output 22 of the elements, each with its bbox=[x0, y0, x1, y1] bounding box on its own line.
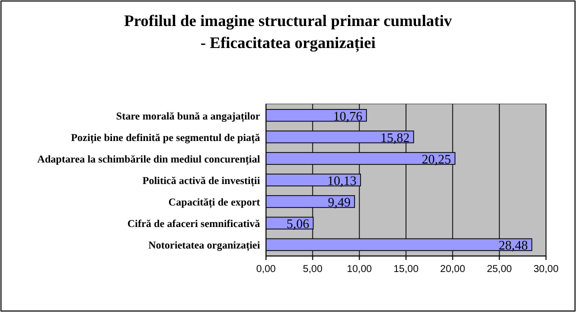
x-tick-label: 0,00 bbox=[256, 264, 276, 275]
data-label: 10,76 bbox=[333, 108, 363, 124]
y-tick-label: Notorietatea organizației bbox=[148, 240, 260, 252]
data-label: 5,06 bbox=[286, 216, 310, 232]
data-label: 28,48 bbox=[498, 238, 528, 253]
data-label: 15,82 bbox=[380, 130, 410, 145]
chart-title: Profilul de imagine structural primar cumulativ - Eficacitatea organizației bbox=[124, 13, 452, 53]
y-tick-label: Poziție bine definită pe segmentul de piață bbox=[71, 132, 261, 144]
data-label: 20,25 bbox=[422, 151, 451, 166]
x-tick-label: 20,00 bbox=[440, 264, 466, 275]
y-tick-label: Cifră de afaceri semnificativă bbox=[127, 219, 261, 230]
x-tick-label: 10,00 bbox=[346, 264, 372, 275]
data-label: 10,13 bbox=[327, 173, 357, 188]
x-tick-label: 15,00 bbox=[393, 264, 419, 275]
y-tick-label: Adaptarea la schimbările din mediul concurențial bbox=[37, 154, 260, 166]
y-tick-label: Politică activă de investiții bbox=[142, 176, 260, 187]
x-tick-label: 30,00 bbox=[533, 264, 559, 275]
y-tick-label: Stare morală bună a angajaților bbox=[116, 111, 260, 122]
data-label: 9,49 bbox=[328, 194, 351, 210]
x-tick-label: 25,00 bbox=[486, 264, 512, 275]
y-tick-label: Capacități de export bbox=[168, 198, 260, 209]
x-tick-label: 5,00 bbox=[302, 264, 323, 275]
